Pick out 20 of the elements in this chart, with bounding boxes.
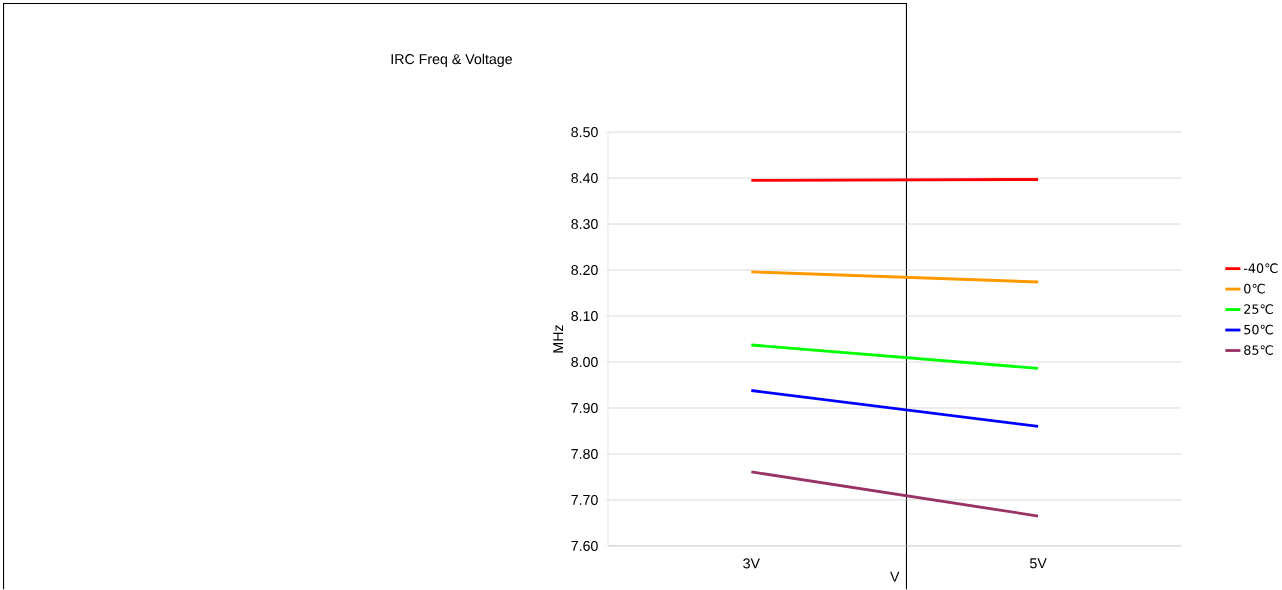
y-axis-title: MHz: [553, 325, 564, 353]
y-tick-label: 8.30: [571, 219, 598, 230]
legend-label: -40℃: [1243, 263, 1278, 274]
y-tick-label: 8.50: [571, 127, 598, 138]
y-tick-label: 7.70: [571, 495, 598, 506]
y-tick-label: 8.40: [571, 173, 598, 184]
legend-label: 50℃: [1244, 324, 1273, 335]
y-tick-label: 7.60: [571, 541, 598, 552]
text: IRC Freq & Voltage: [391, 53, 512, 68]
y-tick-label: 8.10: [571, 311, 598, 322]
legend-label: 25℃: [1244, 304, 1273, 315]
x-tick-label: 5V: [1029, 558, 1047, 569]
y-tick-label: 7.90: [571, 403, 598, 414]
y-tick-label: 7.80: [571, 449, 598, 460]
y-tick-label: 8.00: [571, 357, 598, 368]
y-tick-label: 8.20: [571, 265, 598, 276]
x-tick-label: 3V: [743, 558, 760, 569]
legend-label: 85℃: [1244, 345, 1273, 356]
x-axis-title: V: [890, 571, 900, 582]
legend-label: 0℃: [1244, 283, 1265, 294]
